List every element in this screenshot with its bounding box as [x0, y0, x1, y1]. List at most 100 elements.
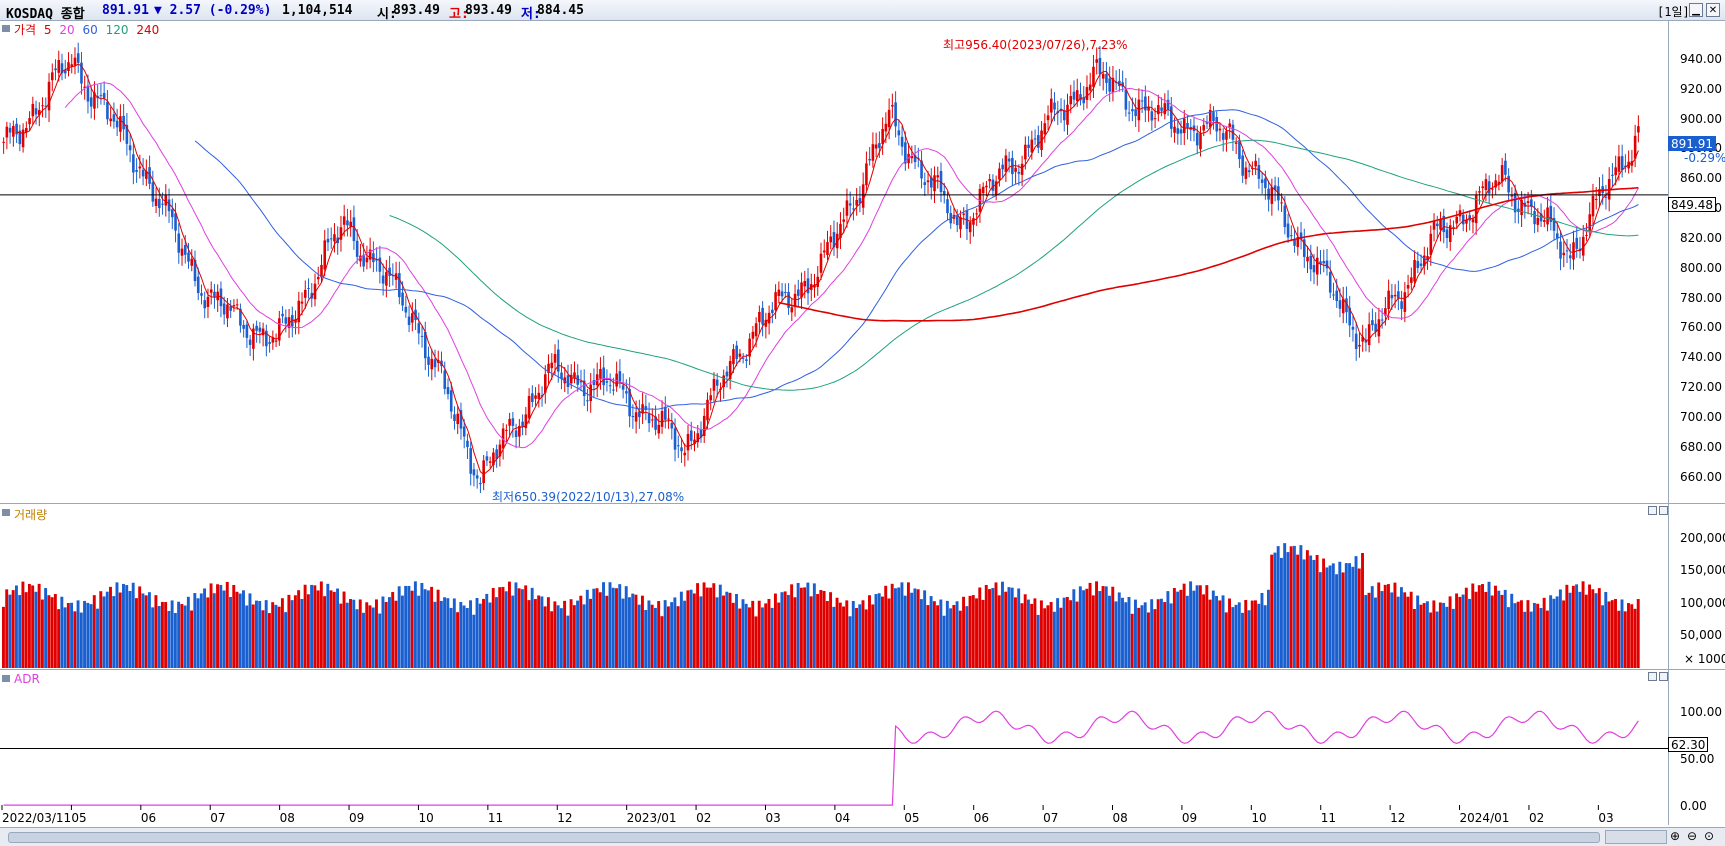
candle-body — [446, 387, 450, 395]
volume-bar — [1250, 600, 1254, 668]
candle-body — [1374, 323, 1377, 332]
volume-bar — [472, 614, 476, 668]
volume-bar — [271, 602, 275, 668]
volume-bar — [832, 606, 836, 668]
candle-body — [359, 255, 362, 262]
chart-scrollbar[interactable]: ⊕ ⊖ ⊙ — [0, 827, 1725, 846]
zoom-out-icon[interactable]: ⊖ — [1687, 829, 1698, 843]
volume-bar — [1146, 612, 1150, 668]
high-annotation: 최고956.40(2023/07/26),7.23% — [943, 38, 1128, 52]
volume-bar — [1565, 584, 1569, 668]
volume-bar — [1273, 552, 1277, 668]
volume-bar — [1539, 607, 1543, 668]
candle-body — [657, 424, 661, 434]
volume-bar — [1299, 545, 1303, 668]
volume-bar — [1562, 600, 1566, 668]
volume-bar — [193, 593, 197, 668]
volume-bar — [203, 588, 207, 668]
candle-body — [1354, 333, 1358, 350]
candle-body — [427, 356, 430, 365]
candle-body — [278, 318, 281, 341]
legend-ma5: 5 — [43, 23, 52, 37]
volume-bar — [1237, 602, 1241, 668]
volume-pane-close-button[interactable] — [1659, 506, 1668, 515]
volume-bar — [903, 595, 907, 668]
candle-body — [355, 240, 359, 257]
candle-body — [796, 289, 800, 296]
volume-bar — [517, 588, 521, 668]
volume-bar — [449, 607, 453, 668]
volume-bar — [18, 595, 22, 668]
candle-body — [488, 461, 492, 463]
candle-body — [1426, 256, 1429, 260]
volume-bar — [310, 584, 314, 668]
volume-pane-icon[interactable] — [2, 509, 10, 516]
adr-pane-close-button[interactable] — [1659, 672, 1668, 681]
volume-bar — [1474, 591, 1478, 668]
candle-body — [1160, 107, 1163, 111]
volume-bar — [874, 594, 878, 668]
price-legend: 가격 5 20 60 120 240 — [14, 21, 159, 38]
candle-body — [1176, 128, 1180, 134]
adr-pane-max-button[interactable] — [1648, 672, 1657, 681]
candle-body — [1001, 164, 1004, 170]
volume-bar — [981, 599, 985, 668]
zoom-in-icon[interactable]: ⊕ — [1670, 829, 1681, 843]
volume-bar — [1072, 589, 1076, 668]
candle-body — [44, 105, 48, 107]
close-icon[interactable]: ✕ — [1706, 3, 1720, 17]
volume-bar — [945, 600, 949, 668]
zoom-reset-icon[interactable]: ⊙ — [1704, 829, 1715, 843]
candle-body — [423, 331, 427, 359]
candle-body — [38, 110, 41, 116]
candle-body — [563, 377, 567, 384]
volume-bar — [216, 584, 219, 668]
volume-bar — [417, 595, 421, 668]
volume-bar — [971, 595, 975, 668]
chart-canvas[interactable] — [0, 21, 1725, 827]
volume-pane-max-button[interactable] — [1648, 506, 1657, 515]
volume-bar — [1134, 599, 1137, 668]
volume-bar — [1555, 596, 1559, 668]
candle-body — [1208, 109, 1212, 128]
pane-divider-price-volume[interactable] — [0, 503, 1725, 504]
candle-body — [793, 293, 797, 307]
scroll-thumb[interactable] — [1605, 830, 1667, 844]
pane-divider-volume-adr[interactable] — [0, 669, 1725, 670]
scrollbar-track[interactable] — [8, 832, 1600, 843]
candle-body — [183, 245, 187, 255]
candle-body — [1306, 256, 1309, 262]
volume-bar — [952, 605, 956, 668]
candle-body — [1212, 112, 1215, 122]
period-button[interactable]: [1일] — [1657, 5, 1690, 19]
volume-bar — [326, 583, 330, 668]
volume-bar — [491, 588, 495, 668]
x-tick-label: 05 — [904, 811, 920, 825]
candle-body — [553, 354, 557, 363]
candle-body — [800, 282, 803, 298]
volume-bar — [812, 583, 816, 668]
volume-bar — [60, 596, 64, 668]
volume-bar — [287, 594, 291, 668]
price-pane-icon[interactable] — [2, 25, 10, 32]
candle-body — [761, 307, 764, 325]
candle-body — [206, 296, 210, 307]
volume-bar — [702, 582, 706, 668]
minimize-icon[interactable]: ▁ — [1689, 3, 1703, 17]
volume-bar — [1169, 603, 1173, 668]
volume-bar — [1636, 599, 1640, 668]
volume-bar — [1458, 596, 1462, 668]
symbol-name[interactable]: KOSDAQ 종합 — [6, 7, 85, 22]
volume-bar — [1325, 567, 1329, 668]
volume-bar — [475, 597, 479, 668]
volume-bar — [955, 601, 959, 668]
volume-bar — [1442, 602, 1446, 668]
candle-body — [735, 345, 738, 359]
volume-bar — [825, 600, 829, 668]
volume-bar — [780, 592, 784, 668]
high-label: 고: — [449, 7, 469, 22]
candle-body — [586, 400, 589, 402]
volume-bar — [1591, 589, 1595, 668]
volume-bar — [796, 582, 800, 668]
adr-pane-icon[interactable] — [2, 675, 10, 682]
